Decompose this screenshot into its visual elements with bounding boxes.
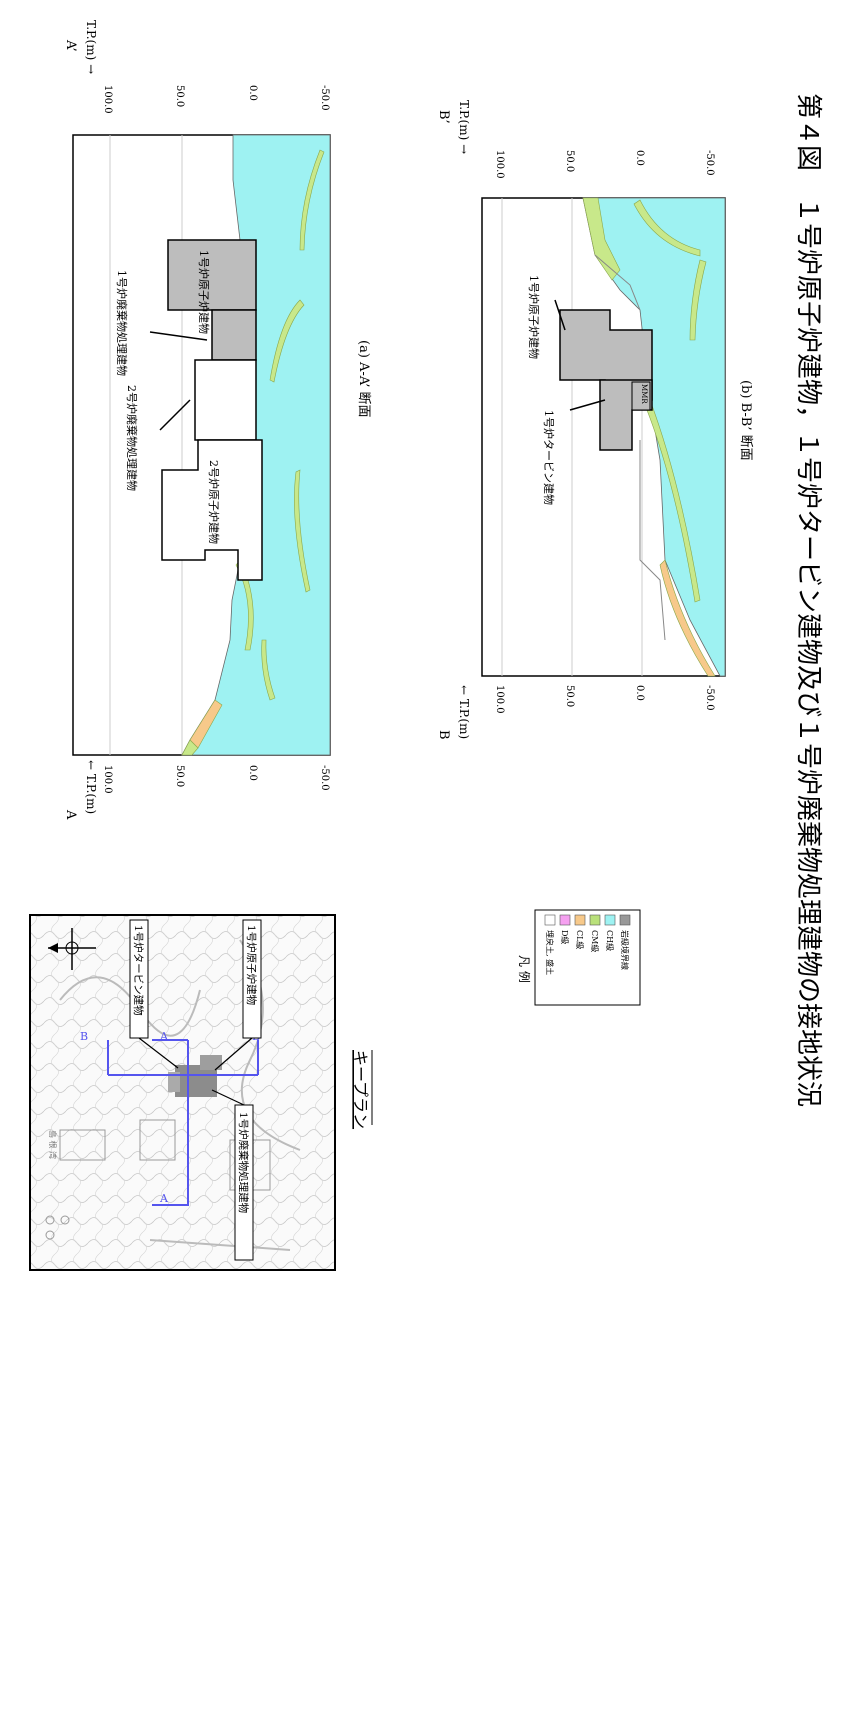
figure-caption: 第４図 １号炉原子炉建物，１号炉タービン建物及び１号炉廃棄物処理建物の接地状況 — [793, 93, 823, 1107]
legend-swatch — [544, 914, 556, 926]
section-marker-a-top: A — [159, 1030, 169, 1043]
legend-swatch — [574, 914, 586, 926]
section-b-right-end: B’ — [436, 110, 451, 124]
legend-item-label: CH級 — [605, 930, 615, 951]
section-a-left-end: A — [63, 809, 78, 820]
section-a-right-tick-label: -50.0 — [319, 85, 330, 111]
legend-item-label: 埋戻土, 盛土 — [545, 930, 555, 975]
section-b-label-mmr: MMR — [640, 384, 648, 404]
section-b-label-unit1-tb: 1号炉タービン建物 — [542, 410, 556, 505]
section-b-axis-title-right: T.P.(m) → — [457, 100, 471, 154]
turbine-callout-label: 1号炉タービン建物 — [132, 925, 145, 1016]
legend-swatch — [589, 914, 601, 926]
section-a-a: A ← T.P.(m) A’ T.P.(m) → 100.0 50.0 0.0 -50… — [63, 20, 331, 820]
section-a-label-unit1-rb: 1号炉原子炉建物 — [197, 250, 211, 334]
section-a-label-unit2-rb: 2号炉原子炉建物 — [207, 460, 221, 544]
section-a-axis-title-left: ← T.P.(m) — [84, 760, 98, 814]
section-a-unit1-rw-shape — [211, 309, 257, 361]
section-b-left-tick-label: 100.0 — [494, 685, 505, 714]
radwaste-callout-label: 1号炉廃棄物処理建物 — [237, 1112, 250, 1213]
section-a-label-unit2-rw: 2号炉廃棄物処理建物 — [125, 385, 139, 491]
legend-swatch — [619, 914, 631, 926]
reactor-building-shape — [175, 1065, 217, 1097]
section-a-right-tick-label: 0.0 — [247, 85, 258, 101]
section-marker-b-left: B — [80, 1030, 88, 1043]
section-a-left-tick-label: 50.0 — [174, 765, 185, 787]
section-a-unit2-rb-shape — [161, 439, 263, 581]
section-b-right-tick-label: 0.0 — [634, 150, 645, 166]
section-b-left-end: B — [436, 730, 451, 740]
section-b-left-tick-label: -50.0 — [704, 685, 715, 711]
section-b-label-unit1-rb: 1号炉原子炉建物 — [527, 275, 541, 359]
section-b-b: B ← T.P.(m) B’ T.P.(m) → 100.0 50.0 0.0 -50… — [436, 100, 726, 740]
north-arrow-icon — [48, 928, 96, 970]
sea-label: 島 根 湾 — [48, 1130, 58, 1159]
reactor-callout-label: 1号炉原子炉建物 — [245, 925, 258, 1005]
section-a-right-tick-label: 100.0 — [102, 85, 113, 114]
section-a-label-unit1-rw: 1号炉廃棄物処理建物 — [115, 270, 129, 376]
section-line-a — [152, 1039, 189, 1206]
section-a-right-tick-label: 50.0 — [174, 85, 185, 107]
section-a-left-tick-label: 100.0 — [102, 765, 113, 794]
legend-title: 凡 例 — [517, 955, 531, 983]
key-plan: 島 根 湾 A A B B 1号炉タービン建物 1号炉原子炉建物 — [29, 914, 336, 1271]
legend-item-label: CL級 — [575, 930, 585, 949]
legend: 凡 例 埋戻土, 盛土 D級 CL級 CM級 CH級 岩級境界線 — [517, 909, 641, 1006]
section-a-unit2-rw-shape — [194, 359, 257, 441]
section-b-left-tick-label: 0.0 — [634, 685, 645, 701]
section-b-right-tick-label: 100.0 — [494, 150, 505, 179]
section-a-left-tick-label: 0.0 — [247, 765, 258, 781]
section-b-caption: (b) B-B’ 断面 — [738, 380, 753, 461]
legend-item-label: CM級 — [590, 930, 600, 952]
section-marker-a-bottom: A — [159, 1192, 169, 1205]
legend-box — [534, 909, 641, 1006]
legend-item-label: 岩級境界線 — [620, 930, 630, 970]
legend-swatch — [604, 914, 616, 926]
legend-item-label: D級 — [560, 930, 570, 944]
section-a-left-tick-label: -50.0 — [319, 765, 330, 791]
section-line-b — [107, 1040, 259, 1076]
section-a-right-end: A’ — [63, 39, 78, 52]
section-b-left-tick-label: 50.0 — [564, 685, 575, 707]
section-b-mmr-shape — [631, 381, 651, 411]
legend-swatch — [559, 914, 571, 926]
key-plan-caption: キープラン — [351, 1050, 370, 1129]
section-b-right-tick-label: -50.0 — [704, 150, 715, 176]
section-b-axis-title-left: ← T.P.(m) — [457, 685, 471, 739]
section-b-right-tick-label: 50.0 — [564, 150, 575, 172]
section-a-unit1-rb-shape — [167, 239, 257, 311]
section-a-axis-title-right: T.P.(m) → — [84, 20, 98, 74]
section-a-caption: (a) A-A’ 断面 — [356, 340, 371, 418]
